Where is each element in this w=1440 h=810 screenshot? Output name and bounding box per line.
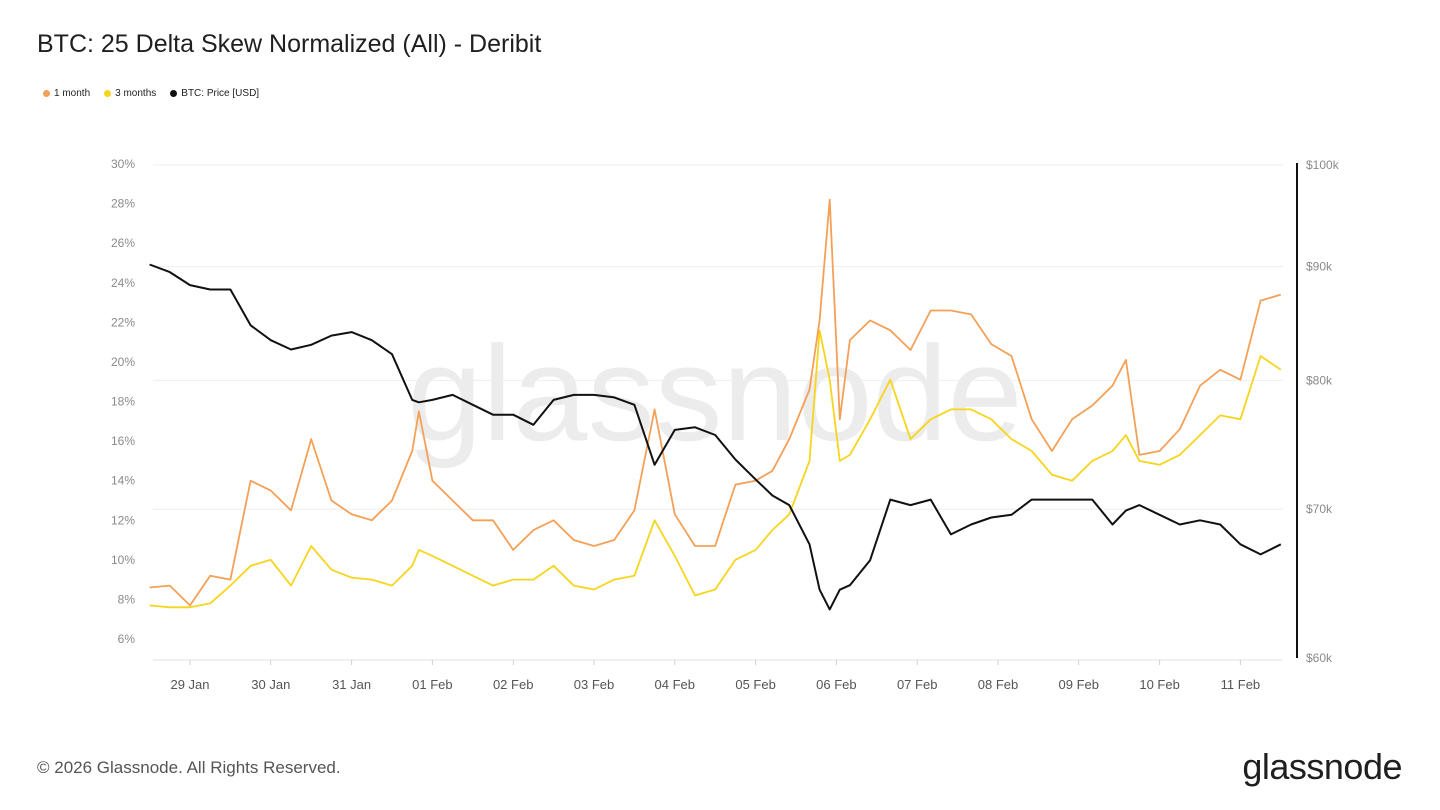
- x-tick-label: 05 Feb: [735, 677, 775, 692]
- left-tick-label: 20%: [111, 355, 135, 369]
- right-tick-label: $100k: [1306, 158, 1340, 172]
- legend-label: BTC: Price [USD]: [181, 88, 260, 99]
- x-tick-label: 03 Feb: [574, 677, 614, 692]
- left-tick-label: 22%: [111, 315, 135, 329]
- x-tick-label: 10 Feb: [1139, 677, 1179, 692]
- x-tick-label: 11 Feb: [1221, 677, 1261, 692]
- legend-label: 3 months: [115, 88, 157, 99]
- left-tick-label: 10%: [111, 553, 135, 567]
- copyright: © 2026 Glassnode. All Rights Reserved.: [37, 758, 341, 777]
- x-tick-label: 08 Feb: [978, 677, 1018, 692]
- series-line-1-month: [149, 198, 1282, 607]
- right-tick-label: $70k: [1306, 502, 1333, 516]
- legend-dot-icon: [104, 90, 112, 97]
- grid: [153, 164, 1283, 661]
- left-tick-label: 24%: [111, 276, 135, 290]
- left-tick-label: 6%: [118, 632, 136, 646]
- x-axis: 29 Jan 30 Jan 31 Jan 01 Feb 02 Feb 03 Feb 04 F…: [170, 660, 1260, 692]
- x-tick-label: 02 Feb: [493, 677, 533, 692]
- right-tick-label: $90k: [1306, 260, 1333, 274]
- x-tick-label: 01 Feb: [412, 677, 452, 692]
- legend-dot-icon: [170, 90, 178, 97]
- right-tick-label: $60k: [1306, 651, 1333, 665]
- legend: 1 month 3 months BTC: Price [USD]: [43, 88, 259, 99]
- legend-item-3-months[interactable]: 3 months: [104, 88, 156, 99]
- series-line-btc-price-usd: [149, 263, 1282, 611]
- legend-dot-icon: [43, 90, 50, 97]
- left-axis: 6% 8% 10% 12% 14% 16% 18% 20% 22% 24% 26% 28% 30%: [111, 157, 135, 646]
- watermark: glassnode: [407, 318, 1022, 469]
- right-tick-label: $80k: [1306, 373, 1333, 387]
- x-tick-label: 09 Feb: [1059, 677, 1099, 692]
- left-tick-label: 30%: [111, 157, 135, 171]
- series-line-3-months: [149, 329, 1282, 609]
- left-tick-label: 12%: [111, 513, 135, 527]
- left-tick-label: 16%: [111, 434, 135, 448]
- x-tick-label: 31 Jan: [332, 677, 371, 692]
- chart-title: BTC: 25 Delta Skew Normalized (All) - De…: [37, 30, 542, 58]
- left-tick-label: 14%: [111, 474, 135, 488]
- legend-label: 1 month: [54, 88, 91, 99]
- x-tick-label: 07 Feb: [897, 677, 937, 692]
- x-tick-label: 30 Jan: [251, 677, 290, 692]
- x-tick-label: 29 Jan: [170, 677, 209, 692]
- right-axis: $60k $70k $80k $90k $100k: [1296, 158, 1340, 665]
- series-lines: [149, 198, 1282, 611]
- x-tick-label: 04 Feb: [655, 677, 695, 692]
- left-tick-label: 8%: [118, 592, 136, 606]
- left-tick-label: 18%: [111, 395, 135, 409]
- x-tick-label: 06 Feb: [816, 677, 856, 692]
- left-tick-label: 26%: [111, 236, 135, 250]
- left-tick-label: 28%: [111, 197, 135, 211]
- legend-item-btc-price[interactable]: BTC: Price [USD]: [170, 88, 259, 99]
- legend-item-1-month[interactable]: 1 month: [43, 88, 90, 99]
- glassnode-logo: glassnode: [1242, 746, 1402, 787]
